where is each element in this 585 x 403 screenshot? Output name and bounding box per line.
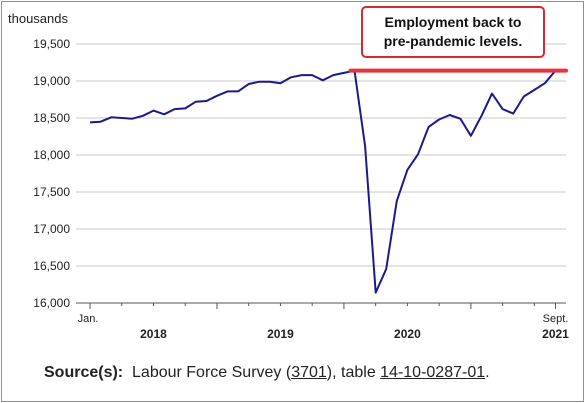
x-year-label: 2019 <box>267 327 294 341</box>
y-tick-label: 16,500 <box>33 259 70 273</box>
annotation-line-1: Employment back to <box>385 14 522 30</box>
x-year-label: 2020 <box>394 327 421 341</box>
survey-link[interactable]: 3701 <box>291 364 327 381</box>
y-tick-label: 19,500 <box>33 37 70 51</box>
annotation-box: Employment back to pre-pandemic levels. <box>361 6 545 58</box>
x-start-label: Jan. <box>78 313 99 325</box>
employment-series-line <box>89 69 557 294</box>
source-text-middle: ), table <box>326 364 381 381</box>
source-label: Source(s): <box>44 364 124 381</box>
y-tick-label: 19,000 <box>33 74 70 88</box>
source-note: Source(s): Labour Force Survey (3701), t… <box>44 364 490 382</box>
y-tick-label: 18,000 <box>33 148 70 162</box>
gridlines <box>76 43 566 304</box>
annotation-border <box>361 6 545 58</box>
y-tick-labels: 16,000 16,500 17,000 17,500 18,000 18,500 19,0… <box>33 37 70 310</box>
annotation-line-2: pre-pandemic levels. <box>384 33 523 49</box>
table-link[interactable]: 14-10-0287-01 <box>380 364 486 381</box>
source-text-before: Labour Force Survey ( <box>132 364 292 381</box>
x-axis: Jan. Sept. 2018 2019 2020 2021 <box>78 303 569 341</box>
y-tick-label: 17,500 <box>33 185 70 199</box>
y-axis-label: thousands <box>8 11 68 26</box>
series-layer <box>89 69 557 294</box>
y-tick-label: 17,000 <box>33 222 70 236</box>
y-tick-label: 18,500 <box>33 111 70 125</box>
x-year-label: 2021 <box>542 327 569 341</box>
source-text-after: . <box>485 364 490 381</box>
x-end-label: Sept. <box>543 313 569 325</box>
y-tick-label: 16,000 <box>33 296 70 310</box>
x-year-label: 2018 <box>140 327 167 341</box>
